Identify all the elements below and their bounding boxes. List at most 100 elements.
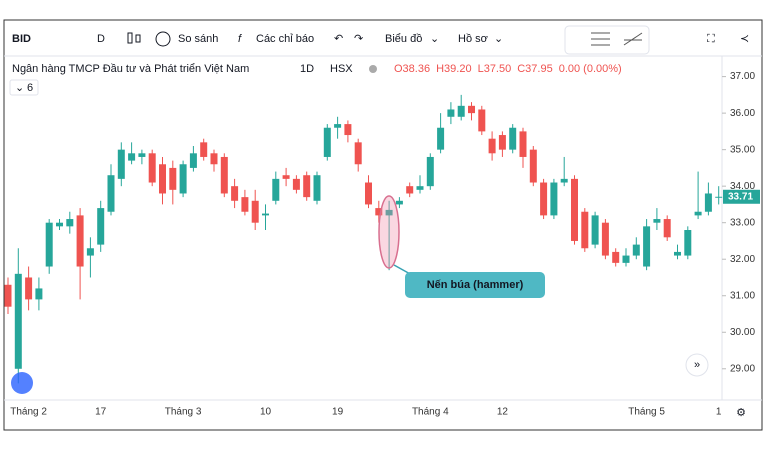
fullscreen-icon[interactable]: ⛶ (707, 33, 715, 45)
x-tick-label: 19 (332, 407, 344, 418)
candle-body (35, 288, 43, 300)
candle-body (159, 164, 166, 194)
candle-body (117, 149, 125, 179)
candle-body (406, 186, 414, 194)
candle-body (179, 164, 187, 194)
settings-icon[interactable]: ⚙ (736, 407, 746, 419)
compare-icon[interactable] (155, 31, 171, 47)
candle-body (550, 182, 558, 216)
indicator-toggle[interactable] (9, 79, 39, 96)
chevron: ⌄ (430, 33, 439, 45)
logo (11, 372, 33, 394)
candle-body (231, 186, 239, 201)
chevron: ⌄ (15, 82, 24, 94)
candle-body (56, 222, 63, 227)
candle-body (540, 182, 548, 216)
symbol[interactable]: BID (12, 33, 31, 45)
candle-body (581, 211, 589, 249)
candle-body (138, 153, 146, 157)
candle-body (519, 131, 527, 157)
profile-button[interactable]: Hồ sơ (458, 33, 488, 45)
candle-body (334, 124, 342, 128)
candle-body (189, 153, 197, 168)
compare-button[interactable]: So sánh (178, 33, 218, 45)
candle-body (468, 105, 475, 114)
x-tick-label: 12 (497, 407, 509, 418)
candle-body (447, 109, 455, 117)
indicator-count[interactable]: 6 (27, 82, 33, 94)
candle-body (313, 175, 321, 201)
candle-body (375, 208, 383, 216)
x-tick-label: Tháng 3 (165, 407, 202, 418)
candle-body (622, 255, 630, 263)
drawing-icons[interactable] (591, 32, 643, 46)
candle-body (488, 138, 496, 154)
plot: 29.00 30.00 31.00 32.00 33.00 34.00 35.00 36.00… (4, 71, 760, 418)
callout-box (405, 272, 545, 298)
candle-body (292, 178, 300, 190)
candle-body (14, 273, 22, 369)
candle-body (76, 215, 84, 267)
x-tick-label: 10 (260, 407, 272, 418)
y-tick-label: 34.00 (730, 181, 755, 192)
x-tick-label: Tháng 4 (412, 407, 449, 418)
candle-body (303, 175, 311, 198)
candle-body (220, 156, 228, 194)
interval-button[interactable]: D (97, 33, 105, 45)
candle-body (457, 105, 465, 117)
candle-body (282, 175, 290, 179)
last-price-box (723, 189, 760, 204)
candle-body (478, 109, 486, 132)
candle-body (107, 175, 115, 212)
candle-body (715, 196, 723, 198)
ohlc-value: O38.36 (394, 63, 430, 75)
candle-body (66, 219, 74, 227)
candle-body (25, 277, 33, 300)
candle-body (86, 248, 94, 256)
drawing-tools[interactable] (564, 25, 650, 55)
scroll-icon: » (694, 359, 700, 371)
candle-body (426, 156, 434, 187)
candle-body (210, 153, 218, 165)
candle-body (498, 135, 506, 150)
candle-body (643, 226, 651, 267)
candle-body (169, 167, 177, 190)
chart-type-button[interactable]: Biểu đồ (385, 33, 422, 45)
candle-body (612, 251, 620, 263)
candle-body (45, 222, 53, 267)
candle-body (591, 215, 599, 245)
y-tick-label: 35.00 (730, 144, 755, 155)
candle-icon[interactable] (127, 32, 141, 44)
candle-body (674, 251, 681, 256)
scroll-button[interactable] (685, 353, 709, 377)
candle-body (571, 178, 578, 241)
x-tick-label: Tháng 2 (10, 407, 47, 418)
candle-body (344, 124, 352, 136)
indicators-button[interactable]: Các chỉ báo (256, 33, 314, 45)
status-dot (369, 65, 377, 73)
undo-icon[interactable]: ↶ (334, 33, 343, 45)
candle-body (529, 149, 537, 183)
instrument-name: Ngân hàng TMCP Đầu tư và Phát triển Việt… (12, 63, 249, 75)
candle-body (262, 213, 269, 216)
candle-body (4, 284, 12, 307)
share-icon[interactable]: ≺ (740, 33, 749, 45)
candle-body (684, 230, 692, 256)
y-tick-label: 37.00 (730, 71, 755, 82)
indicators-icon[interactable]: f (238, 33, 242, 45)
candle-body (128, 153, 136, 161)
candle-body (200, 142, 208, 157)
y-tick-label: 31.00 (730, 290, 755, 301)
ohlc-legend: O38.36 H39.20 L37.50 C37.95 0.00 (0.00%) (394, 63, 622, 75)
y-tick-label: 32.00 (730, 254, 755, 265)
x-tick-label: Tháng 5 (628, 407, 665, 418)
y-tick-label: 36.00 (730, 108, 755, 119)
candle-body (148, 153, 156, 183)
candle-body (663, 219, 671, 238)
redo-icon[interactable]: ↷ (354, 33, 363, 45)
candle-body (272, 178, 280, 201)
candle-body (97, 208, 105, 245)
frame (3, 19, 763, 431)
ohlc-value: C37.95 (517, 63, 552, 75)
